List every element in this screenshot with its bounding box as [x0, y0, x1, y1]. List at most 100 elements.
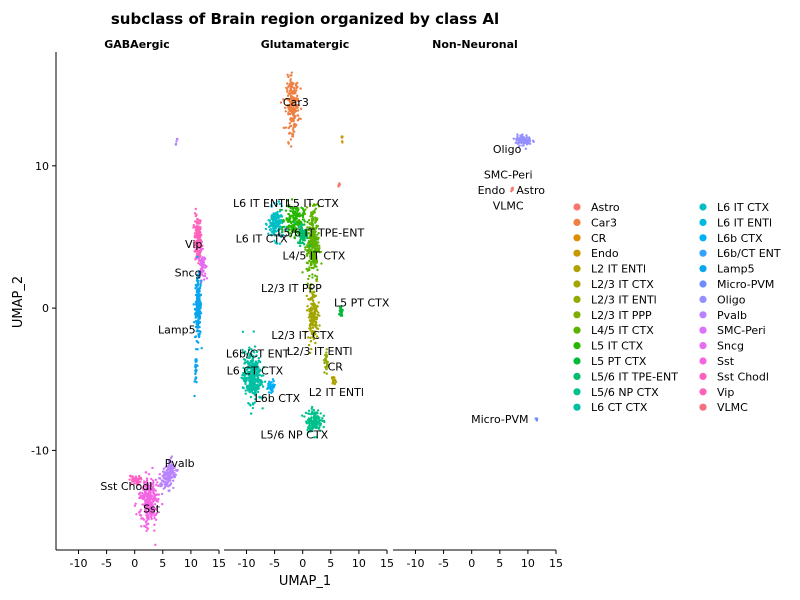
- cell-point: [147, 472, 151, 476]
- cell-point: [193, 335, 197, 339]
- cell-point: [306, 412, 310, 415]
- cell-point: [248, 383, 251, 386]
- cell-point: [285, 87, 289, 91]
- cluster-pvalb-7: [174, 137, 179, 146]
- legend-entry: L2/3 IT ENTl: [573, 293, 657, 306]
- cluster-label: L2/3 IT PPP: [261, 282, 322, 295]
- cell-point: [307, 277, 310, 281]
- cell-point: [288, 224, 291, 227]
- cell-point: [301, 271, 304, 274]
- cell-point: [287, 132, 291, 135]
- cell-point: [196, 240, 200, 243]
- cell-point: [288, 112, 292, 116]
- cell-point: [142, 518, 146, 521]
- cell-point: [334, 380, 338, 384]
- cell-point: [258, 395, 262, 399]
- cell-point: [153, 523, 156, 526]
- cell-point: [199, 242, 202, 245]
- legend-label: L2/3 IT PPP: [591, 309, 652, 322]
- cell-point: [279, 101, 283, 104]
- cell-point: [313, 414, 316, 417]
- cluster-pvalb-6: [158, 455, 179, 496]
- cell-point: [314, 251, 317, 255]
- cell-point: [251, 402, 255, 405]
- cell-point: [198, 300, 202, 303]
- cell-point: [168, 468, 172, 472]
- cell-point: [198, 302, 201, 305]
- facet-strip-gabaergic: GABAergic: [104, 38, 170, 51]
- cell-point: [283, 106, 287, 110]
- cluster-label: Pvalb: [165, 457, 195, 470]
- y-axis-title: UMAP_2: [11, 276, 26, 328]
- cluster-l4-5-it-ctx-11: [301, 203, 323, 294]
- legend-label: L5/6 IT TPE-ENT: [591, 370, 678, 383]
- cluster-label: L2 IT ENTl: [309, 386, 364, 399]
- cell-point: [166, 472, 169, 476]
- cell-point: [516, 142, 520, 145]
- legend-entry: L5/6 IT TPE-ENT: [573, 370, 678, 383]
- cell-point: [282, 126, 286, 130]
- cell-point: [143, 524, 146, 528]
- cell-point: [297, 232, 300, 235]
- cluster-lamp5-2: [192, 255, 203, 363]
- cell-point: [196, 273, 199, 277]
- cell-point: [334, 378, 337, 382]
- cell-point: [315, 244, 319, 247]
- cell-point: [150, 477, 153, 481]
- cell-point: [197, 335, 201, 339]
- cell-point: [195, 339, 198, 343]
- cell-point: [269, 385, 272, 388]
- cell-point: [304, 330, 308, 334]
- cell-point: [528, 142, 532, 145]
- cell-point: [295, 97, 298, 100]
- cluster-micro-pvm-24: [534, 417, 539, 422]
- cell-point: [303, 415, 306, 418]
- cell-point: [309, 250, 312, 253]
- x-tick-label: -10: [237, 557, 255, 570]
- cell-point: [194, 372, 197, 376]
- cell-point: [154, 489, 157, 492]
- legend-label: Sst Chodl: [717, 370, 769, 383]
- cell-point: [290, 71, 294, 74]
- cell-point: [199, 259, 202, 262]
- legend-label: L6 IT CTX: [717, 201, 769, 214]
- cell-point: [195, 279, 199, 282]
- cell-point: [296, 220, 299, 223]
- cell-point: [280, 227, 284, 231]
- cell-point: [271, 378, 275, 381]
- cell-point: [153, 529, 156, 532]
- legend-label: L6 IT ENTl: [717, 216, 772, 229]
- cell-point: [286, 94, 290, 98]
- cell-point: [173, 471, 176, 474]
- cell-point: [136, 480, 139, 483]
- cell-point: [307, 241, 310, 245]
- legend-entry: L2/3 IT CTX: [573, 278, 654, 291]
- cell-point: [250, 374, 254, 378]
- cell-point: [289, 118, 293, 122]
- cell-point: [313, 323, 316, 326]
- cell-point: [289, 209, 292, 213]
- cell-point: [263, 380, 267, 383]
- legend-label: SMC-Peri: [717, 324, 766, 337]
- cell-point: [197, 330, 200, 333]
- cell-point: [297, 241, 300, 244]
- legend-label: Astro: [591, 201, 620, 214]
- cell-point: [138, 480, 141, 484]
- cell-point: [144, 489, 148, 492]
- cell-point: [293, 210, 297, 213]
- cell-point: [160, 483, 164, 486]
- cell-point: [149, 512, 152, 516]
- cell-point: [299, 107, 303, 111]
- cell-point: [303, 212, 307, 216]
- legend-label: Car3: [591, 216, 617, 229]
- cell-point: [194, 347, 198, 351]
- cell-point: [196, 255, 199, 259]
- x-tick-label: 15: [212, 557, 226, 570]
- cell-point: [140, 491, 144, 495]
- cell-point: [256, 390, 260, 394]
- cell-point: [256, 361, 259, 365]
- cell-point: [310, 221, 313, 224]
- cell-point: [279, 235, 283, 239]
- cell-point: [277, 220, 280, 224]
- cell-point: [325, 364, 329, 367]
